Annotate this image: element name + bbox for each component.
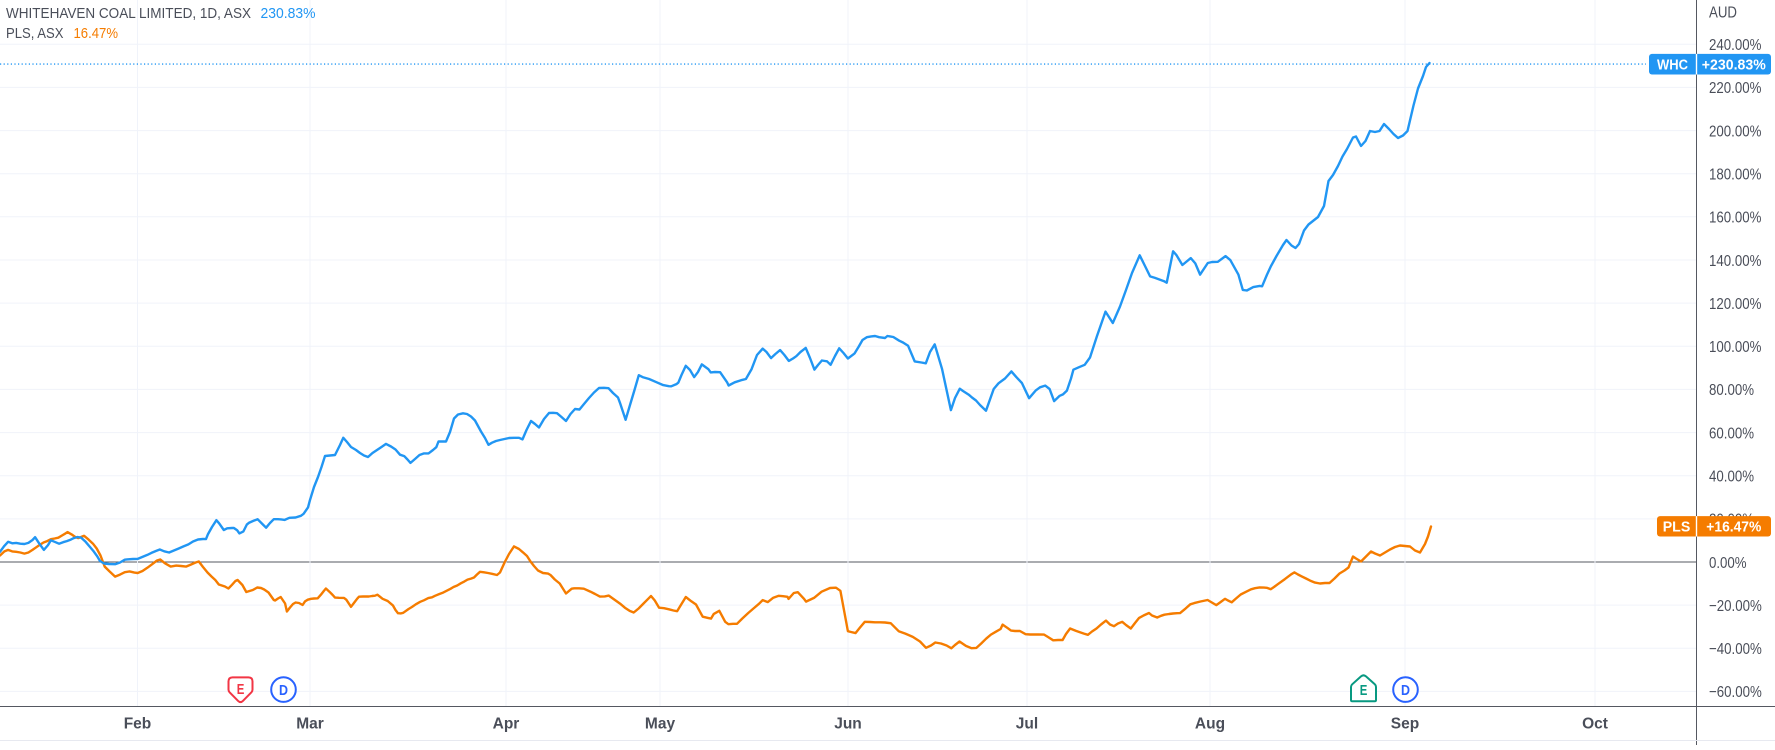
svg-text:240.00%: 240.00% (1709, 37, 1761, 54)
svg-text:80.00%: 80.00% (1709, 382, 1754, 399)
svg-text:−40.00%: −40.00% (1709, 641, 1762, 658)
svg-text:180.00%: 180.00% (1709, 167, 1761, 184)
svg-text:Jul: Jul (1016, 716, 1038, 733)
svg-text:Jun: Jun (834, 716, 862, 733)
svg-text:Apr: Apr (493, 716, 520, 733)
svg-text:AUD: AUD (1709, 4, 1737, 21)
svg-text:Feb: Feb (124, 716, 152, 733)
svg-text:Aug: Aug (1195, 716, 1225, 733)
svg-text:16.47%: 16.47% (74, 25, 119, 42)
svg-text:230.83%: 230.83% (261, 5, 316, 22)
svg-text:D: D (279, 683, 288, 699)
svg-text:−20.00%: −20.00% (1709, 598, 1762, 615)
svg-text:−60.00%: −60.00% (1709, 684, 1762, 701)
svg-text:100.00%: 100.00% (1709, 339, 1761, 356)
svg-text:E: E (237, 682, 245, 698)
svg-text:0.00%: 0.00% (1709, 555, 1747, 572)
svg-text:220.00%: 220.00% (1709, 80, 1761, 97)
svg-text:Mar: Mar (296, 716, 324, 733)
svg-text:140.00%: 140.00% (1709, 253, 1761, 270)
svg-text:May: May (645, 716, 676, 733)
svg-text:WHITEHAVEN COAL LIMITED, 1D, A: WHITEHAVEN COAL LIMITED, 1D, ASX (6, 5, 251, 22)
svg-text:PLS, ASX: PLS, ASX (6, 25, 64, 42)
svg-text:PLS: PLS (1663, 520, 1691, 536)
svg-text:+230.83%: +230.83% (1702, 58, 1766, 74)
svg-text:40.00%: 40.00% (1709, 469, 1754, 486)
svg-text:E: E (1360, 683, 1368, 699)
svg-text:120.00%: 120.00% (1709, 296, 1761, 313)
svg-text:+16.47%: +16.47% (1706, 520, 1761, 536)
svg-text:160.00%: 160.00% (1709, 210, 1761, 227)
svg-text:60.00%: 60.00% (1709, 425, 1754, 442)
svg-text:Sep: Sep (1391, 716, 1419, 733)
svg-text:D: D (1401, 683, 1410, 699)
svg-text:Oct: Oct (1582, 716, 1608, 733)
svg-text:WHC: WHC (1657, 58, 1688, 74)
svg-text:200.00%: 200.00% (1709, 123, 1761, 140)
